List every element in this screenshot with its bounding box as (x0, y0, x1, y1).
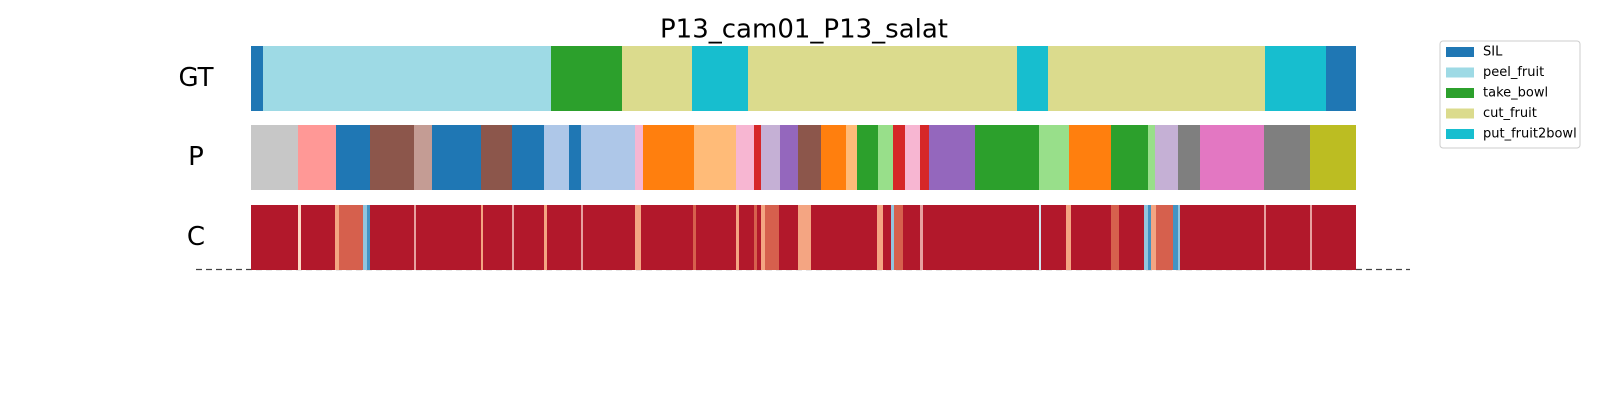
segment (1264, 125, 1310, 190)
segment (754, 125, 761, 190)
segment (298, 125, 336, 190)
segment (975, 125, 1039, 190)
segment (920, 125, 929, 190)
segment (893, 125, 905, 190)
segment (1148, 125, 1155, 190)
segment (761, 125, 780, 190)
segment (622, 46, 692, 111)
row-label: P (188, 142, 204, 172)
legend-label: peel_fruit (1483, 65, 1544, 80)
segment (251, 46, 263, 111)
segment (298, 205, 301, 270)
segment (748, 46, 1017, 111)
segment (635, 125, 643, 190)
segment (551, 46, 622, 111)
segment (1264, 205, 1266, 270)
segment (1039, 125, 1069, 190)
row-label: GT (178, 63, 213, 93)
segment (569, 125, 581, 190)
segment (694, 125, 736, 190)
segment (1326, 46, 1356, 111)
segment (481, 125, 512, 190)
segment (736, 205, 739, 270)
segment (693, 205, 696, 270)
segment (643, 125, 694, 190)
segment (335, 205, 339, 270)
segment (1144, 205, 1148, 270)
segment (1039, 205, 1041, 270)
segment (1155, 125, 1178, 190)
segment (1156, 205, 1173, 270)
segment (1200, 125, 1264, 190)
segment (1151, 205, 1156, 270)
row-label: C (187, 222, 205, 252)
segment (894, 205, 903, 270)
segment (798, 125, 821, 190)
segment (765, 205, 779, 270)
segment (1178, 125, 1200, 190)
segment (692, 46, 748, 111)
segment (251, 125, 298, 190)
chart-title: P13_cam01_P13_salat (660, 15, 948, 45)
segment (363, 205, 367, 270)
legend-swatch (1446, 67, 1474, 78)
segment (929, 125, 975, 190)
segment (846, 125, 857, 190)
segment (544, 205, 547, 270)
segment (754, 205, 757, 270)
legend-swatch (1446, 108, 1474, 119)
legend-swatch (1446, 47, 1474, 57)
segment (1310, 205, 1312, 270)
segment (512, 125, 544, 190)
segment (891, 205, 894, 270)
segment (1017, 46, 1048, 111)
segment (905, 125, 920, 190)
segment (635, 205, 641, 270)
segment (263, 46, 551, 111)
segment (877, 205, 883, 270)
legend-label: cut_fruit (1483, 106, 1537, 121)
legend-label: put_fruit2bowl (1483, 127, 1577, 142)
segment (878, 125, 893, 190)
segment (1111, 125, 1148, 190)
segment (821, 125, 846, 190)
segment (1069, 125, 1111, 190)
segment (1111, 205, 1119, 270)
legend-swatch (1446, 129, 1474, 139)
segment (544, 125, 569, 190)
segment (780, 125, 798, 190)
segment (1173, 205, 1178, 270)
segment (1310, 125, 1356, 190)
segment (512, 205, 514, 270)
segment (339, 205, 363, 270)
segment (1265, 46, 1326, 111)
legend-box (1439, 40, 1581, 149)
segment (920, 205, 923, 270)
segment (336, 125, 370, 190)
segment (414, 205, 416, 270)
segment (857, 125, 878, 190)
segment (581, 125, 635, 190)
segment (481, 205, 483, 270)
legend-swatch (1446, 88, 1474, 98)
segment (736, 125, 754, 190)
legend-label: SIL (1483, 45, 1503, 60)
segment (581, 205, 583, 270)
segment (761, 205, 765, 270)
segment (1048, 46, 1265, 111)
legend-label: take_bowl (1483, 86, 1548, 101)
segment (1178, 205, 1180, 270)
segment (370, 125, 414, 190)
segment (798, 205, 811, 270)
segment (1148, 205, 1151, 270)
segment (1066, 205, 1071, 270)
segment (367, 205, 370, 270)
segment (432, 125, 481, 190)
segment (414, 125, 432, 190)
